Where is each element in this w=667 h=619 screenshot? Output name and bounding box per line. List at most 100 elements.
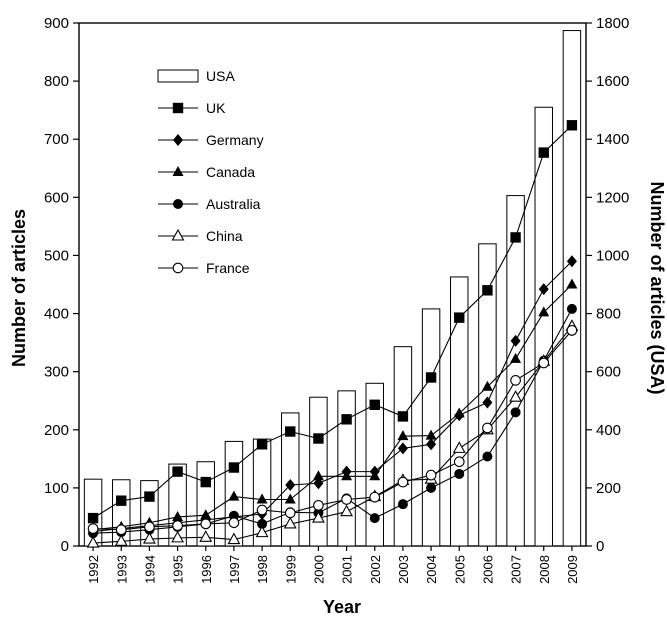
y2-tick-label: 600: [596, 364, 621, 381]
line-france: [93, 330, 573, 531]
x-tick-label: 2006: [480, 555, 495, 584]
series-china: [86, 319, 579, 548]
point-france: [510, 375, 521, 386]
point-germany: [426, 438, 437, 451]
y2-tick-label: 1200: [596, 189, 629, 206]
point-uk: [341, 414, 352, 425]
x-tick-label: 1995: [171, 555, 186, 584]
line-china: [93, 325, 573, 544]
point-france: [144, 521, 155, 533]
point-canada: [341, 470, 353, 481]
point-australia: [397, 499, 408, 510]
y-tick-label: 400: [44, 306, 69, 323]
point-china: [340, 504, 354, 517]
x-tick-label: 2005: [452, 555, 467, 584]
point-china: [227, 532, 241, 545]
point-canada: [228, 490, 240, 501]
y-tick-label: 0: [61, 538, 69, 555]
y2-tick-label: 1800: [596, 15, 629, 32]
point-uk: [285, 426, 296, 437]
point-uk: [87, 512, 99, 524]
x-tick-label: 1998: [255, 555, 270, 584]
x-tick-label: 1994: [142, 555, 157, 584]
legend-label-uk: UK: [206, 100, 226, 116]
point-france: [369, 491, 381, 503]
y2-tick-label: 0: [596, 538, 604, 555]
point-france: [538, 357, 550, 369]
point-uk: [510, 232, 521, 243]
y-tick-label: 500: [44, 247, 69, 264]
point-china: [114, 534, 128, 546]
y-tick-label: 700: [44, 131, 69, 148]
point-uk: [200, 476, 211, 488]
legend: USA UK Germany Canada Australia China France: [157, 68, 264, 276]
point-france: [172, 520, 183, 532]
point-france: [313, 499, 324, 511]
point-china: [171, 530, 185, 543]
plot-frame: [78, 22, 587, 547]
point-canada: [397, 430, 409, 441]
x-tick-label: 2004: [424, 555, 439, 584]
point-uk: [144, 491, 155, 502]
series-france: [87, 325, 578, 536]
bars: [83, 30, 582, 547]
series-canada: [87, 278, 578, 534]
axes: 0 100 200 300 400 500 600 700 800 900 0 200 400 600 80…: [44, 15, 629, 584]
point-uk: [116, 495, 127, 506]
legend-marker-france: [172, 262, 184, 274]
point-canada: [566, 278, 578, 289]
point-canada: [172, 510, 184, 521]
line-uk: [92, 124, 573, 519]
point-germany: [566, 255, 577, 268]
x-tick-label: 2007: [509, 555, 524, 584]
x-tick-label: 2002: [368, 555, 383, 584]
point-germany: [397, 442, 408, 455]
point-china: [283, 516, 297, 529]
point-france: [228, 517, 240, 529]
point-australia: [454, 468, 465, 479]
legend-swatch-usa: [157, 69, 199, 83]
point-canada: [538, 306, 550, 317]
point-china: [509, 390, 523, 402]
legend-marker-canada: [172, 166, 184, 176]
series-uk: [87, 120, 578, 524]
line-germany: [93, 260, 573, 533]
point-canada: [256, 493, 268, 504]
point-china: [142, 531, 156, 544]
point-china: [86, 535, 100, 548]
x-tick-label: 2000: [311, 555, 326, 584]
point-uk: [369, 399, 380, 410]
point-france: [453, 456, 465, 468]
x-tick-label: 1993: [114, 555, 129, 584]
series-germany: [88, 255, 577, 538]
legend-label-australia: Australia: [206, 196, 261, 212]
point-canada: [510, 352, 522, 363]
point-canada: [481, 380, 493, 391]
point-australia: [257, 518, 268, 529]
y-tick-label: 800: [44, 73, 69, 90]
legend-label-germany: Germany: [206, 132, 264, 148]
point-uk: [454, 312, 465, 323]
bar-usa: [252, 438, 272, 547]
point-uk: [425, 372, 437, 383]
y-tick-label: 100: [44, 480, 69, 497]
point-australia: [510, 407, 521, 418]
legend-marker-germany: [173, 134, 183, 146]
y2-tick-label: 800: [596, 306, 621, 323]
line-australia: [93, 308, 573, 534]
point-china: [311, 510, 325, 523]
y2-tick-label: 1600: [596, 73, 629, 90]
point-france: [256, 504, 268, 516]
point-uk: [566, 120, 578, 131]
point-uk: [538, 147, 549, 158]
point-australia: [426, 482, 437, 493]
point-france: [200, 518, 212, 530]
point-china: [255, 525, 269, 538]
point-australia: [369, 513, 380, 524]
y2-tick-label: 1000: [596, 247, 629, 264]
point-canada: [425, 429, 437, 440]
bar-usa: [421, 308, 441, 547]
point-uk: [256, 439, 268, 450]
point-uk: [313, 433, 324, 444]
